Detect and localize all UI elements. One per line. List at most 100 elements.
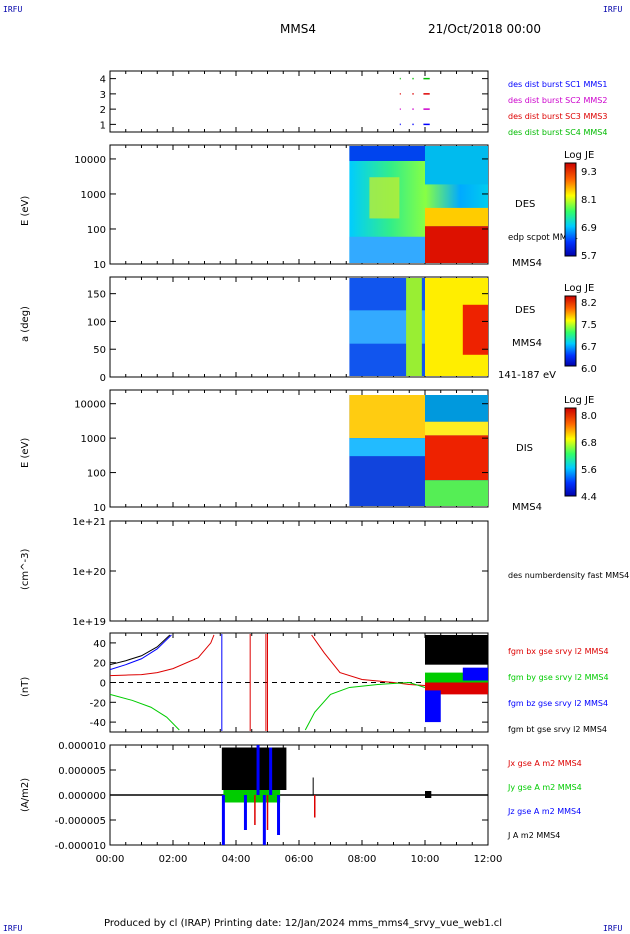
fgm-tick-label: -40 [90,718,106,729]
des-energy-tick-label: 10 [93,260,106,271]
colorbar-1-tick: 6.9 [581,223,597,234]
corner-label-bl: IRFU [3,924,23,933]
corner-label-br: IRFU [603,924,623,933]
des-energy-lowE-band [349,236,425,263]
colorbar-3-title: Log JE [564,395,595,406]
des-energy-overlay-label: edp scpot MMS4 [508,233,578,243]
current-legend-2: Jy gse A m2 MMS4 [507,783,582,792]
burst-tick-label: 1 [100,120,106,131]
des-pitch-sheath-core [462,304,488,355]
fgm-legend-3: fgm bz gse srvy l2 MMS4 [508,699,608,708]
des-pitch-label: DES [515,305,536,316]
current-legend-4: J A m2 MMS4 [507,831,560,840]
des-pitch-tick-label: 150 [87,290,106,301]
dis-energy-sc-label: MMS4 [512,502,542,513]
colorbar-2-tick: 7.5 [581,320,597,331]
burst-panel-frame [109,70,489,133]
colorbar-2 [564,295,577,367]
density-tick-label: 1e+20 [72,567,106,578]
current-j-burst [221,747,287,790]
des-pitch-burst-strip [406,278,422,376]
des-energy-label: DES [515,199,536,210]
colorbar-3 [564,407,577,497]
dis-energy-hot-band [349,395,425,439]
spacecraft-title: MMS4 [280,22,316,36]
colorbar-1-title: Log JE [564,150,595,161]
colorbar-3-tick: 4.4 [581,492,597,503]
density-tick-label: 1e+21 [72,517,106,528]
density-legend: des numberdensity fast MMS4 [508,571,629,580]
dis-energy-sheath-core [425,435,488,481]
des-pitch-sc-label: MMS4 [512,338,542,349]
current-jy-burst [223,790,281,803]
colorbar-2-tick: 6.0 [581,364,597,375]
x-tick-label: 04:00 [222,854,251,865]
fgm-bz-noise [425,690,441,723]
des-energy-tick-label: 1000 [81,190,106,201]
burst-legend-3: des dist burst SC3 MMS3 [508,112,607,121]
current-legend-3: Jz gse A m2 MMS4 [507,807,581,816]
footer-text: Produced by cl (IRAP) Printing date: 12/… [104,918,503,929]
current-tick-label: 0.000005 [58,766,106,777]
dis-energy-tick-label: 100 [87,469,106,480]
x-tick-label: 02:00 [159,854,188,865]
corner-label-tr: IRFU [603,5,623,14]
des-pitch-energy-range: 141-187 eV [498,370,556,381]
fgm-by-line [109,693,180,731]
dis-energy-mid-band [349,438,425,457]
fgm-legend-1: fgm bx gse srvy l2 MMS4 [508,647,609,656]
colorbar-2-tick: 8.2 [581,298,597,309]
fgm-bz-line [109,634,172,671]
density-frame [109,520,489,622]
burst-tick-label: 2 [100,105,106,116]
dis-energy-sheath-low [425,480,488,506]
des-pitch-tick-label: 50 [93,345,106,356]
des-pitch-tick-label: 100 [87,317,106,328]
burst-tick-label: 4 [100,75,106,86]
x-tick-label: 12:00 [474,854,503,865]
dis-energy-label: DIS [516,443,533,454]
dis-energy-sheath-top [425,395,488,422]
density-tick-label: 1e+19 [72,617,106,628]
fgm-tick-label: 40 [93,639,106,650]
des-energy-sheath-mid [425,207,488,227]
x-tick-label: 00:00 [96,854,125,865]
current-legend-1: Jx gse A m2 MMS4 [507,759,582,768]
des-pitch-tick-label: 0 [100,373,106,384]
fgm-tick-label: -20 [90,698,106,709]
fgm-legend-4: fgm bt gse srvy l2 MMS4 [508,725,607,734]
colorbar-2-title: Log JE [564,283,595,294]
x-tick-label: 10:00 [411,854,440,865]
colorbar-3-tick: 6.8 [581,438,597,449]
fgm-tick-label: 20 [93,659,106,670]
fgm-bx-line [109,634,215,677]
des-energy-sheath-top [425,146,488,185]
burst-legend-1: des dist burst SC1 MMS1 [508,80,607,89]
colorbar-3-tick: 8.0 [581,411,597,422]
corner-label-tl: IRFU [3,5,23,14]
fgm-bx-noise [425,682,488,695]
fgm-bt-line [109,634,171,666]
current-tick-label: -0.000010 [55,841,106,852]
dis-energy-tick-label: 1000 [81,434,106,445]
colorbar-2-tick: 6.7 [581,342,597,353]
burst-legend-4: des dist burst SC4 MMS4 [508,128,607,137]
colorbar-1-tick: 5.7 [581,251,597,262]
des-energy-patch [369,177,400,219]
des-energy-sc-label: MMS4 [512,258,542,269]
des-energy-highE-band [349,146,425,161]
dis-energy-sheath-mid [425,421,488,436]
x-tick-label: 08:00 [348,854,377,865]
current-tick-label: 0.000010 [58,741,106,752]
current-tick-label: 0.000000 [58,791,106,802]
current-late-noise [425,791,432,798]
burst-tick-label: 3 [100,90,106,101]
dis-energy-tick-label: 10000 [74,400,106,411]
des-energy-sheath-core [425,226,488,263]
dis-energy-tick-label: 10 [93,503,106,514]
fgm-bt-noise [425,634,488,665]
burst-legend-2: des dist burst SC2 MMS2 [508,96,607,105]
fgm-by-noise [425,672,488,685]
colorbar-1-tick: 9.3 [581,167,597,178]
